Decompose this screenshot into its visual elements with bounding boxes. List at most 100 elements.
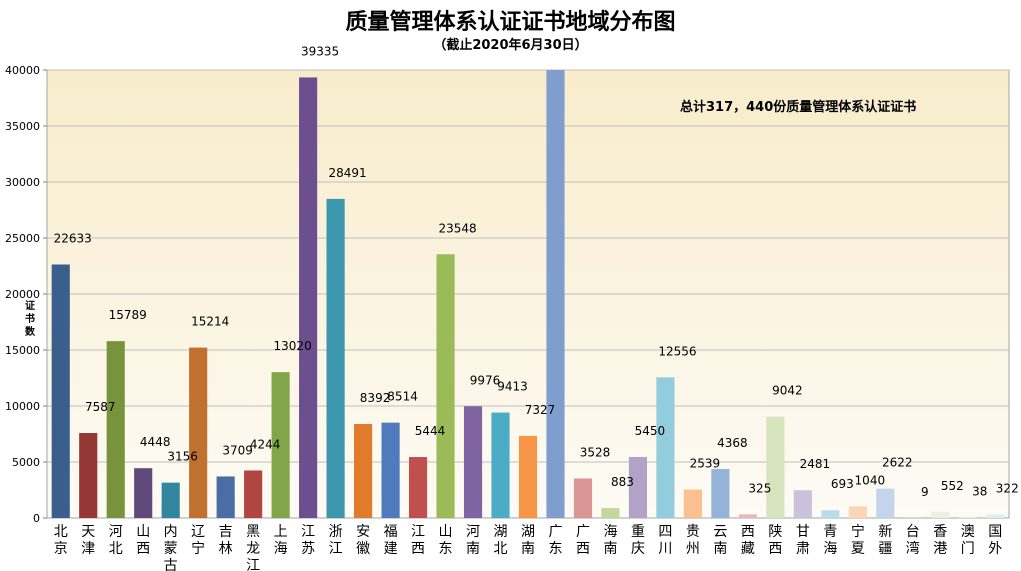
bar-浙江 bbox=[326, 198, 345, 518]
category-label: 国外 bbox=[988, 524, 1002, 557]
data-label: 28491 bbox=[329, 166, 367, 180]
y-tick-label: 0 bbox=[33, 512, 40, 525]
data-label: 3709 bbox=[222, 443, 253, 457]
category-label: 山西 bbox=[136, 524, 150, 557]
data-label: 2481 bbox=[800, 457, 831, 471]
bar-湖南 bbox=[518, 435, 538, 518]
y-tick-label: 20000 bbox=[5, 288, 40, 301]
y-axis-label: 证书数 bbox=[25, 301, 35, 338]
bar-江西 bbox=[408, 457, 428, 518]
bar-甘肃 bbox=[793, 490, 812, 518]
data-label: 23548 bbox=[438, 221, 476, 235]
category-label: 广西 bbox=[576, 524, 590, 557]
category-label: 湖南 bbox=[521, 524, 535, 557]
category-label: 浙江 bbox=[329, 524, 343, 557]
data-label: 4244 bbox=[250, 437, 281, 451]
data-label: 1040 bbox=[855, 473, 886, 487]
category-label: 湖北 bbox=[494, 524, 508, 557]
category-label: 河北 bbox=[109, 524, 123, 557]
category-label: 北京 bbox=[54, 524, 68, 557]
data-label: 4368 bbox=[717, 436, 748, 450]
y-tick-label: 15000 bbox=[5, 344, 40, 357]
chart-title: 质量管理体系认证证书地域分布图 bbox=[345, 9, 676, 35]
bar-江苏 bbox=[299, 77, 318, 518]
bar-河南 bbox=[463, 406, 483, 518]
total-annotation: 总计317，440份质量管理体系认证证书 bbox=[680, 100, 917, 115]
category-label: 重庆 bbox=[631, 524, 645, 557]
data-label: 552 bbox=[941, 479, 964, 493]
bar-重庆 bbox=[628, 456, 648, 518]
data-label: 322 bbox=[996, 481, 1019, 495]
data-label: 38 bbox=[972, 485, 987, 499]
data-label: 8514 bbox=[387, 390, 418, 404]
category-label: 广东 bbox=[548, 524, 562, 557]
category-label: 甘肃 bbox=[796, 524, 810, 557]
category-label: 宁夏 bbox=[851, 523, 865, 557]
data-label: 7327 bbox=[525, 403, 556, 417]
category-label: 青海 bbox=[823, 524, 837, 557]
data-label: 39335 bbox=[301, 44, 339, 58]
y-tick-label: 30000 bbox=[5, 176, 40, 189]
category-label: 台湾 bbox=[906, 524, 920, 557]
category-label: 海南 bbox=[603, 524, 617, 557]
data-label: 883 bbox=[611, 475, 634, 489]
bar-山东 bbox=[436, 254, 455, 519]
data-label: 5444 bbox=[415, 424, 446, 438]
data-label: 2539 bbox=[690, 457, 721, 471]
category-label: 江苏 bbox=[301, 524, 315, 557]
category-label: 黑龙江 bbox=[246, 524, 260, 571]
data-label: 2622 bbox=[882, 456, 913, 470]
category-label: 吉林 bbox=[219, 524, 233, 557]
bar-贵州 bbox=[683, 489, 702, 518]
bar-山西 bbox=[134, 468, 153, 518]
data-label: 7587 bbox=[85, 400, 116, 414]
category-label: 香港 bbox=[933, 524, 947, 557]
bar-西藏 bbox=[738, 514, 757, 518]
bar-上海 bbox=[271, 372, 290, 518]
bar-香港 bbox=[931, 511, 950, 518]
bar-河北 bbox=[106, 341, 125, 518]
data-label: 3528 bbox=[580, 445, 611, 459]
bar-吉林 bbox=[216, 476, 235, 518]
category-label: 天津 bbox=[81, 524, 95, 557]
data-label: 693 bbox=[831, 477, 854, 491]
category-label: 云南 bbox=[713, 524, 727, 557]
data-label: 9413 bbox=[497, 380, 528, 394]
y-tick-label: 25000 bbox=[5, 232, 40, 245]
bar-陕西 bbox=[766, 416, 785, 518]
category-label: 贵州 bbox=[686, 524, 700, 557]
category-label: 内蒙古 bbox=[164, 524, 178, 571]
y-tick-label: 10000 bbox=[5, 400, 40, 413]
data-label: 4448 bbox=[140, 435, 171, 449]
category-label: 陕西 bbox=[768, 524, 782, 557]
category-label: 河南 bbox=[466, 524, 480, 557]
bar-广东 bbox=[546, 70, 565, 518]
bar-广西 bbox=[573, 478, 593, 518]
data-label: 8392 bbox=[360, 391, 391, 405]
chart-subtitle: （截止2020年6月30日） bbox=[433, 38, 588, 53]
bar-黑龙江 bbox=[244, 470, 263, 518]
bar-云南 bbox=[711, 469, 730, 518]
category-label: 江西 bbox=[411, 524, 425, 557]
bar-福建 bbox=[381, 422, 400, 518]
data-label: 13020 bbox=[274, 339, 312, 353]
category-label: 西藏 bbox=[741, 524, 755, 557]
bar-内蒙古 bbox=[161, 482, 180, 518]
bar-新疆 bbox=[876, 488, 895, 518]
bar-安徽 bbox=[354, 424, 373, 518]
category-label: 澳门 bbox=[961, 524, 975, 557]
data-label: 15789 bbox=[109, 308, 147, 322]
data-label: 12556 bbox=[658, 344, 696, 358]
y-tick-label: 5000 bbox=[12, 456, 40, 469]
bar-海南 bbox=[601, 508, 620, 518]
bar-湖北 bbox=[491, 412, 510, 518]
category-label: 上海 bbox=[274, 524, 288, 557]
bar-辽宁 bbox=[189, 347, 208, 518]
data-label: 5450 bbox=[635, 424, 666, 438]
bar-国外 bbox=[986, 514, 1005, 518]
category-label: 新疆 bbox=[878, 524, 892, 557]
category-label: 福建 bbox=[384, 524, 398, 557]
category-label: 安徽 bbox=[356, 524, 370, 557]
data-label: 22633 bbox=[54, 232, 92, 246]
